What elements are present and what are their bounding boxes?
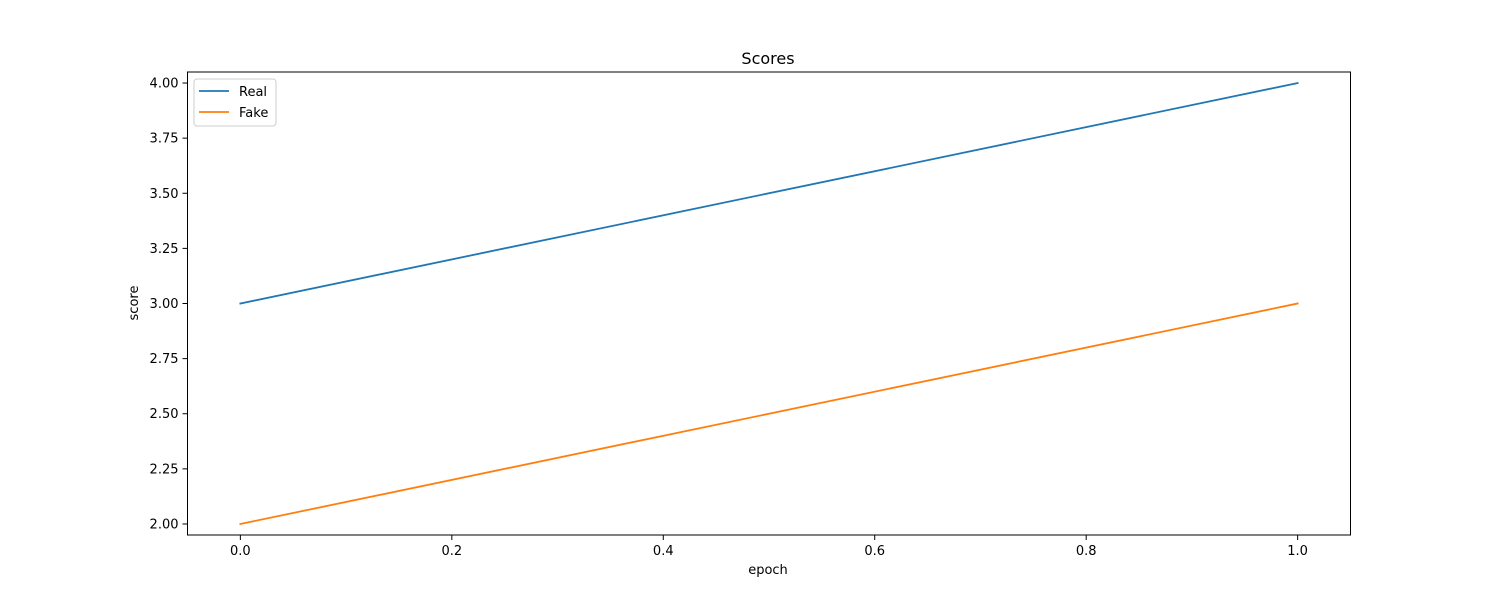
x-tick-label: 1.0 (1287, 544, 1308, 559)
y-tick-label: 3.25 (150, 242, 179, 257)
y-tick-label: 3.75 (150, 132, 179, 147)
legend: Real Fake (193, 78, 277, 127)
legend-label-real: Real (239, 85, 267, 100)
y-tick-label: 3.50 (150, 187, 179, 202)
x-tick-label: 0.6 (864, 544, 885, 559)
x-tick-label: 0.2 (441, 544, 462, 559)
y-axis-label: score (127, 286, 142, 321)
y-tick-label: 2.50 (150, 407, 179, 422)
y-tick-label: 2.00 (150, 517, 179, 532)
x-tick-label: 0.8 (1076, 544, 1097, 559)
series-line-fake (239, 302, 1299, 526)
y-tick-label: 2.75 (150, 352, 179, 367)
legend-label-fake: Fake (239, 106, 268, 121)
y-tick-label: 2.25 (150, 462, 179, 477)
y-tick-label: 4.00 (150, 77, 179, 92)
y-tick-label: 3.00 (150, 297, 179, 312)
y-axis-ticks: 2.00 2.25 2.50 2.75 3.00 3.25 3.50 3.75 4.00 (150, 77, 188, 532)
x-axis-ticks: 0.0 0.2 0.4 0.6 0.8 1.0 (230, 535, 1308, 559)
x-axis-label: epoch (748, 563, 788, 578)
series-line-real (239, 81, 1299, 305)
series-lines (239, 81, 1299, 526)
x-tick-label: 0.4 (653, 544, 674, 559)
chart-title: Scores (741, 49, 794, 68)
x-tick-label: 0.0 (230, 544, 251, 559)
